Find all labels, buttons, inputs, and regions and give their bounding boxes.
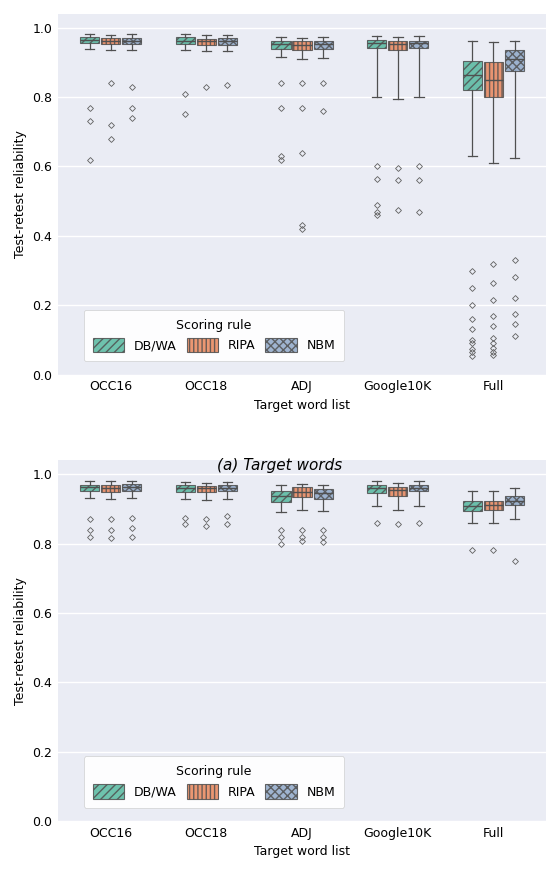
PathPatch shape — [122, 484, 141, 491]
PathPatch shape — [101, 38, 120, 44]
PathPatch shape — [314, 41, 333, 49]
X-axis label: Target word list: Target word list — [254, 399, 350, 412]
PathPatch shape — [176, 37, 195, 44]
PathPatch shape — [367, 485, 386, 493]
PathPatch shape — [218, 485, 237, 491]
PathPatch shape — [292, 487, 311, 497]
PathPatch shape — [463, 61, 482, 90]
PathPatch shape — [272, 491, 291, 501]
PathPatch shape — [292, 41, 311, 50]
PathPatch shape — [176, 486, 195, 492]
PathPatch shape — [505, 496, 524, 506]
Y-axis label: Test-retest reliability: Test-retest reliability — [14, 576, 27, 705]
PathPatch shape — [463, 501, 482, 511]
PathPatch shape — [505, 51, 524, 72]
PathPatch shape — [80, 37, 99, 44]
Text: (a) Target words: (a) Target words — [217, 458, 343, 473]
PathPatch shape — [197, 38, 216, 45]
PathPatch shape — [388, 41, 407, 50]
PathPatch shape — [484, 62, 503, 97]
PathPatch shape — [80, 485, 99, 491]
PathPatch shape — [388, 487, 407, 496]
PathPatch shape — [409, 41, 428, 48]
X-axis label: Target word list: Target word list — [254, 845, 350, 858]
Legend: DB/WA, RIPA, NBM: DB/WA, RIPA, NBM — [84, 310, 344, 361]
PathPatch shape — [218, 37, 237, 44]
Y-axis label: Test-retest reliability: Test-retest reliability — [14, 130, 27, 258]
PathPatch shape — [367, 40, 386, 48]
Legend: DB/WA, RIPA, NBM: DB/WA, RIPA, NBM — [84, 756, 344, 807]
PathPatch shape — [314, 488, 333, 499]
PathPatch shape — [409, 485, 428, 491]
PathPatch shape — [197, 486, 216, 492]
PathPatch shape — [272, 41, 291, 49]
PathPatch shape — [122, 37, 141, 44]
PathPatch shape — [484, 501, 503, 510]
PathPatch shape — [101, 485, 120, 492]
